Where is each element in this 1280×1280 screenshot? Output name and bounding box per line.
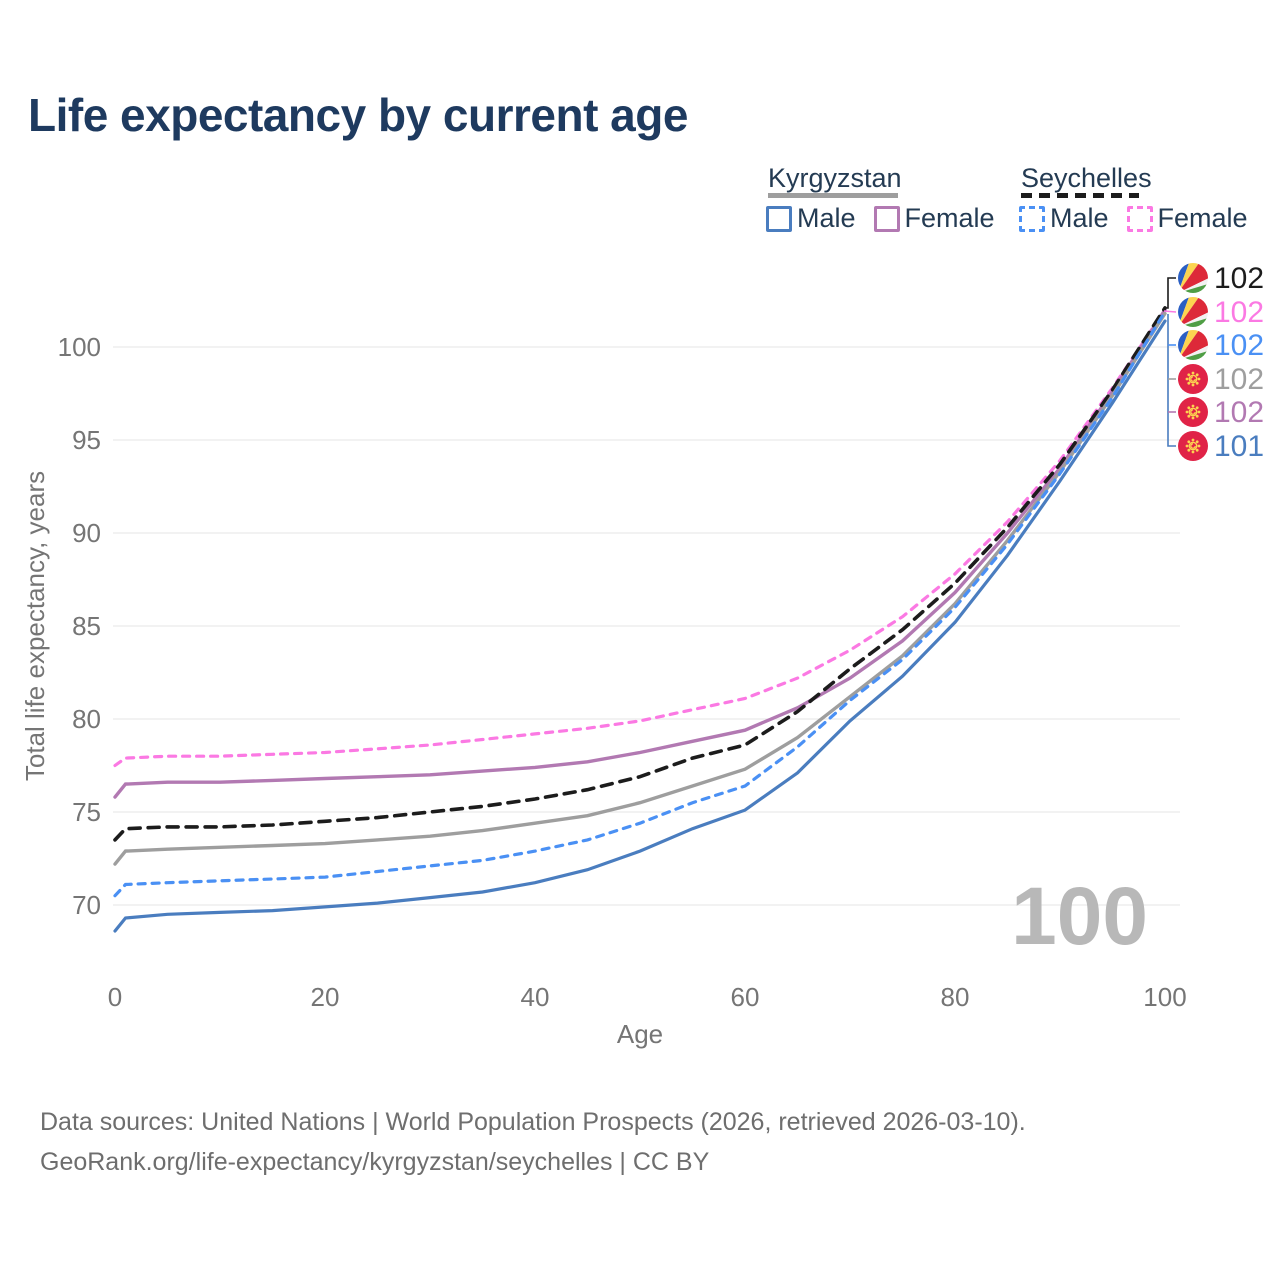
y-axis-title: Total life expectancy, years: [20, 471, 50, 781]
legend-label: Male: [797, 203, 856, 233]
y-tick-label: 95: [72, 425, 101, 455]
end-value-label-kg_male: 101: [1214, 430, 1264, 463]
leader-line: [1164, 277, 1176, 309]
legend-seychelles-dashed-line-swatch: [1021, 193, 1139, 198]
legend-row-kyrgyzstan: Male Female: [766, 203, 1013, 234]
kyrgyzstan-male-swatch-icon: [766, 205, 792, 232]
kyrgyzstan-flag-icon: [1178, 364, 1208, 394]
attribution-link-text: GeoRank.org/life-expectancy/kyrgyzstan/s…: [40, 1148, 710, 1176]
end-value-label-kg_all: 102: [1214, 363, 1264, 396]
y-tick-label: 85: [72, 611, 101, 641]
leader-line: [1163, 310, 1177, 313]
legend-item-seychelles-male: Male: [1019, 203, 1109, 234]
end-value-label-kg_female: 102: [1214, 396, 1264, 429]
legend-kyrgyzstan-solid-line-swatch: [768, 193, 898, 198]
legend-row-seychelles: Male Female: [1019, 203, 1266, 234]
series-line-kg_female: [113, 308, 1167, 799]
legend-item-kyrgyzstan-male: Male: [766, 203, 856, 234]
x-tick-label: 40: [521, 982, 550, 1012]
x-axis-title: Age: [617, 1019, 663, 1049]
legend-label: Female: [904, 203, 995, 233]
series-line-sc_all: [113, 306, 1167, 842]
age-watermark: 100: [1011, 871, 1148, 962]
seychelles-flag-icon: [1178, 297, 1208, 327]
end-value-label-sc_male: 102: [1214, 329, 1264, 362]
seychelles-flag-icon: [1178, 330, 1208, 360]
legend-label: Male: [1050, 203, 1109, 233]
x-tick-label: 20: [311, 982, 340, 1012]
end-value-label-sc_female: 102: [1214, 296, 1264, 329]
legend-item-seychelles-female: Female: [1126, 203, 1248, 234]
end-value-label-sc_all: 102: [1214, 262, 1264, 295]
page-title: Life expectancy by current age: [28, 89, 688, 141]
series-line-kg_all: [113, 311, 1167, 866]
legend-item-kyrgyzstan-female: Female: [873, 203, 995, 234]
legend-group-seychelles: Seychelles: [1021, 163, 1152, 193]
data-sources-text: Data sources: United Nations | World Pop…: [40, 1108, 1026, 1136]
seychelles-female-swatch-icon: [1126, 205, 1153, 232]
y-tick-label: 70: [72, 890, 101, 920]
series-line-sc_male: [113, 310, 1167, 898]
x-tick-label: 80: [941, 982, 970, 1012]
leader-line: [1167, 314, 1176, 447]
series-line-kg_male: [113, 319, 1167, 933]
series-line-sc_female: [113, 308, 1167, 768]
x-tick-label: 60: [731, 982, 760, 1012]
y-tick-label: 100: [58, 332, 101, 362]
kyrgyzstan-flag-icon: [1178, 397, 1208, 427]
y-tick-label: 75: [72, 797, 101, 827]
legend-group-kyrgyzstan: Kyrgyzstan: [768, 163, 902, 193]
y-tick-label: 80: [72, 704, 101, 734]
seychelles-male-swatch-icon: [1019, 205, 1045, 232]
x-tick-label: 0: [108, 982, 122, 1012]
kyrgyzstan-flag-icon: [1178, 431, 1208, 461]
seychelles-flag-icon: [1178, 263, 1208, 293]
legend-label: Female: [1157, 203, 1248, 233]
x-tick-label: 100: [1143, 982, 1186, 1012]
y-tick-label: 90: [72, 518, 101, 548]
kyrgyzstan-female-swatch-icon: [873, 205, 900, 232]
